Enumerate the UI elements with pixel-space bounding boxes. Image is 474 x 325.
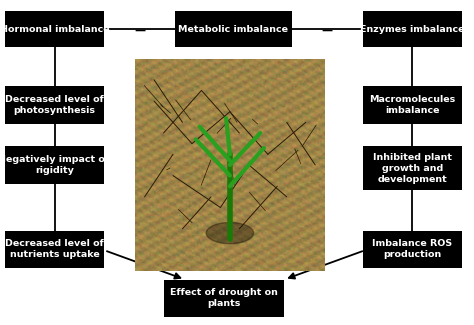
FancyBboxPatch shape	[363, 11, 462, 47]
FancyBboxPatch shape	[363, 146, 462, 190]
FancyBboxPatch shape	[5, 231, 104, 268]
Text: Negatively impact on
rigidity: Negatively impact on rigidity	[0, 155, 111, 175]
FancyBboxPatch shape	[363, 86, 462, 124]
Ellipse shape	[206, 222, 254, 244]
Text: Hormonal imbalance: Hormonal imbalance	[0, 25, 109, 34]
Text: Decreased level of
photosynthesis: Decreased level of photosynthesis	[5, 95, 104, 115]
Text: Imbalance ROS
production: Imbalance ROS production	[372, 240, 453, 259]
Text: —: —	[134, 26, 146, 36]
Text: Enzymes imbalance: Enzymes imbalance	[360, 25, 465, 34]
Text: Macromolecules
imbalance: Macromolecules imbalance	[369, 95, 456, 115]
FancyBboxPatch shape	[5, 146, 104, 184]
Text: Effect of drought on
plants: Effect of drought on plants	[170, 288, 278, 308]
FancyBboxPatch shape	[175, 11, 292, 47]
FancyBboxPatch shape	[164, 280, 284, 317]
Text: Inhibited plant
growth and
development: Inhibited plant growth and development	[373, 153, 452, 184]
FancyBboxPatch shape	[363, 231, 462, 268]
Text: —: —	[321, 26, 333, 36]
FancyBboxPatch shape	[5, 11, 104, 47]
Text: Metabolic imbalance: Metabolic imbalance	[178, 25, 289, 34]
Text: Decreased level of
nutrients uptake: Decreased level of nutrients uptake	[5, 240, 104, 259]
FancyBboxPatch shape	[5, 86, 104, 124]
